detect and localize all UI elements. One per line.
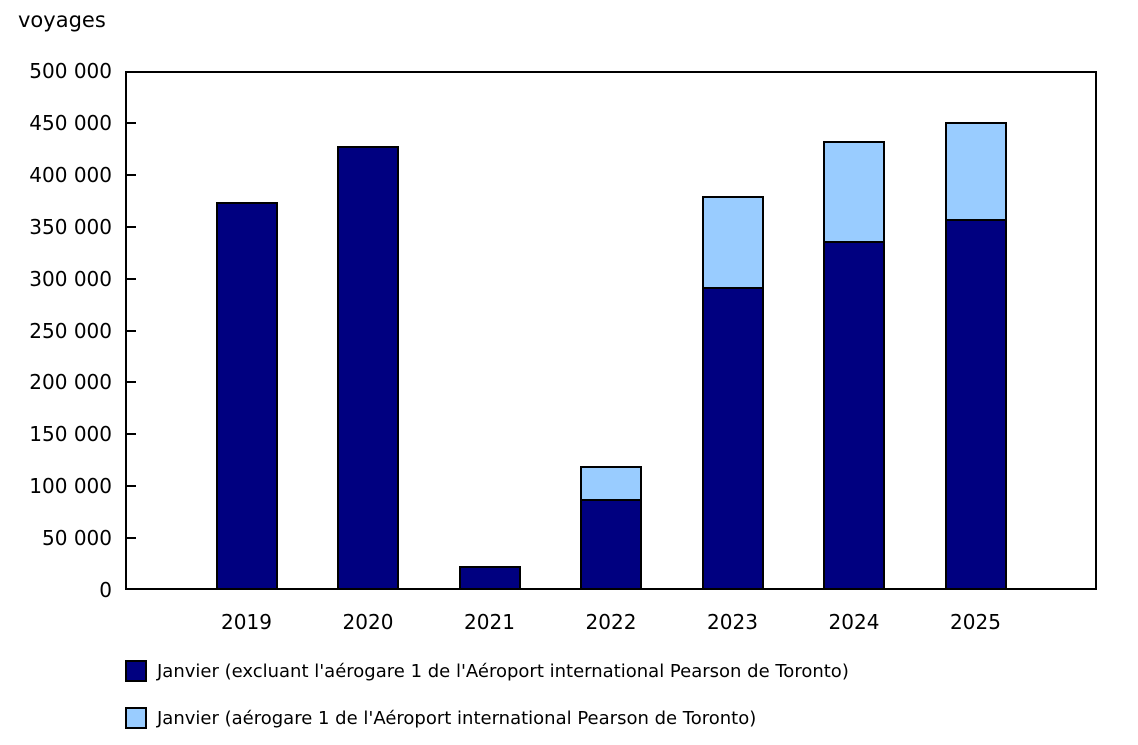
y-tick-mark: [127, 381, 136, 384]
y-tick-mark: [127, 225, 136, 228]
y-axis-title: voyages: [18, 8, 106, 32]
bar-segment-2021-dark: [458, 566, 521, 590]
bar-segment-2023-light: [701, 195, 764, 289]
bar-segment-2025-dark: [944, 219, 1007, 590]
legend-item-excluding-terminal1: Janvier (excluant l'aérogare 1 de l'Aéro…: [125, 659, 849, 683]
y-tick-label: 100 000: [29, 474, 112, 499]
y-tick-label: 200 000: [29, 370, 112, 395]
y-tick-label: 50 000: [42, 526, 112, 551]
y-tick-label: 400 000: [29, 162, 112, 187]
y-tick-label: 150 000: [29, 422, 112, 447]
y-tick-label: 350 000: [29, 214, 112, 239]
y-tick-label: 300 000: [29, 266, 112, 291]
x-tick-label: 2025: [950, 610, 1001, 634]
y-tick-mark: [127, 277, 136, 280]
y-tick-mark: [127, 433, 136, 436]
y-tick-mark: [127, 485, 136, 488]
legend-label: Janvier (aérogare 1 de l'Aéroport intern…: [157, 707, 757, 729]
y-tick-label: 250 000: [29, 318, 112, 343]
y-tick-mark: [127, 173, 136, 176]
x-tick-label: 2022: [585, 610, 637, 634]
x-tick-label: 2021: [464, 610, 515, 634]
y-tick-mark: [127, 121, 136, 124]
bar-segment-2024-dark: [823, 241, 885, 590]
y-tick-label: 450 000: [29, 110, 112, 135]
x-tick-label: 2023: [707, 610, 758, 634]
y-tick-mark: [127, 537, 136, 540]
x-tick-label: 2020: [342, 610, 394, 634]
bar-segment-2024-light: [823, 140, 885, 244]
legend-swatch-light-blue: [125, 707, 147, 729]
bar-segment-2019-dark: [215, 201, 278, 590]
legend-item-terminal1: Janvier (aérogare 1 de l'Aéroport intern…: [125, 706, 849, 730]
legend-label: Janvier (excluant l'aérogare 1 de l'Aéro…: [157, 660, 849, 682]
legend-swatch-dark-navy: [125, 660, 147, 682]
x-tick-label: 2019: [221, 610, 272, 634]
y-tick-mark: [127, 329, 136, 332]
bar-segment-2022-dark: [580, 498, 642, 590]
bar-segment-2022-light: [580, 466, 642, 501]
bar-segment-2023-dark: [701, 286, 764, 590]
y-tick-label: 0: [99, 578, 112, 602]
bar-segment-2025-light: [944, 121, 1007, 222]
bar-segment-2020-dark: [337, 145, 399, 590]
x-tick-label: 2024: [828, 610, 880, 634]
legend: Janvier (excluant l'aérogare 1 de l'Aéro…: [125, 659, 849, 745]
y-tick-label: 500 000: [29, 59, 112, 83]
